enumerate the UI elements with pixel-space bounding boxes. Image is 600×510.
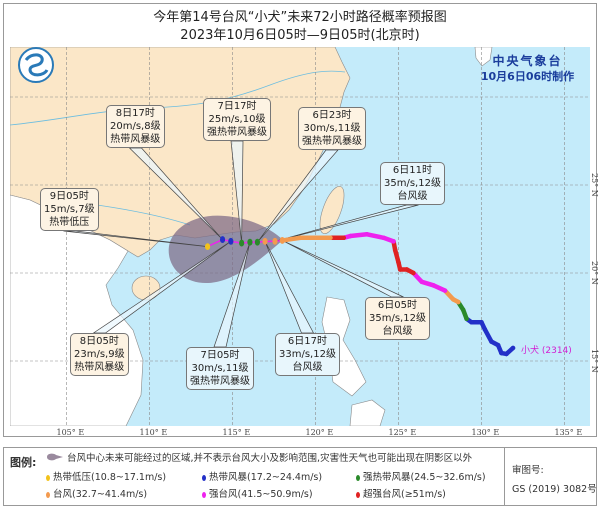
legend-item-ts: 热带风暴(17.2~24.4m/s) [202, 469, 322, 483]
observed-track-point [391, 239, 396, 244]
map-subtitle: 2023年10月6日05时—9日05时(北京时) [180, 28, 420, 43]
legend-item-sts: 强热带风暴(24.5~32.6m/s) [356, 469, 486, 483]
observed-track-point [341, 235, 346, 240]
lon-tick-label: 105° E [56, 428, 85, 437]
lat-tick-label: 15° N [590, 349, 599, 373]
callout-8-17: 8日17时 20m/s,8级 热带风暴级 [106, 105, 165, 148]
review-label: 审图号: [512, 465, 544, 476]
observed-track-segment [348, 232, 370, 239]
agency-logo [18, 47, 54, 83]
intensity-dot-icon [46, 491, 50, 498]
observed-track-point [411, 270, 416, 276]
observed-track-point [482, 327, 488, 332]
forecast-point [219, 236, 226, 243]
forecast-point [247, 238, 253, 246]
cone-swatch-icon [47, 453, 63, 461]
yangtze-river [10, 70, 346, 126]
observed-track-point [431, 283, 436, 288]
legend-item-td: 热带低压(10.8~17.1m/s) [46, 469, 166, 483]
callout-pointer [63, 230, 208, 247]
lon-tick-label: 125° E [388, 428, 417, 437]
lon-tick-label: 135° E [554, 428, 583, 437]
forecast-point [262, 237, 268, 245]
lat-tick-label: 20° N [590, 261, 599, 285]
observed-track-segment [364, 232, 386, 241]
observed-track-point [392, 247, 398, 253]
observed-track-point [348, 233, 353, 239]
observed-track-point [451, 297, 456, 302]
lon-tick-label: 110° E [139, 428, 168, 437]
philippine-islands [349, 399, 386, 426]
observed-track-point [489, 339, 494, 344]
callout-6-05: 6日05时 35m/s,12级 台风级 [365, 297, 430, 340]
intensity-dot-icon [202, 474, 206, 481]
forecast-point [239, 239, 245, 247]
observed-track [280, 232, 516, 357]
lon-tick-label: 120° E [305, 428, 334, 437]
review-number: GS (2019) 3082号 [512, 484, 597, 495]
intensity-dot-icon [46, 474, 50, 481]
callout-6-11: 6日11时 35m/s,12级 台风级 [380, 162, 445, 205]
legend-item-superty: 超强台风(≥51m/s) [356, 486, 446, 500]
callout-9-05: 9日05时 15m/s,7级 热带低压 [40, 188, 99, 231]
lon-tick-label: 115° E [222, 428, 251, 437]
legend-item-ty: 台风(32.7~41.4m/s) [46, 486, 147, 500]
intensity-dot-icon [356, 491, 360, 498]
observed-track-point [442, 288, 448, 293]
callout-7-17: 7日17时 25m/s,10级 强热带风暴级 [203, 98, 271, 141]
observed-track-point [328, 235, 333, 240]
callout-8-05: 8日05时 23m/s,9级 热带风暴级 [70, 333, 129, 376]
observed-track-point [381, 235, 386, 240]
legend-cone: 台风中心未来可能经过的区域,并不表示台风大小及影响范围,灾害性天气也可能出现在阴… [46, 450, 472, 464]
map-title: 今年第14号台风“小犬”未来72小时路径概率预报图 [153, 10, 447, 25]
forecast-point [205, 243, 211, 251]
kyushu-island [474, 47, 493, 67]
observed-track-point [504, 351, 509, 357]
storm-label: 小犬 (2314) [521, 346, 572, 356]
callout-7-05: 7日05时 30m/s,11级 强热带风暴级 [186, 347, 254, 390]
intensity-dot-icon [202, 491, 206, 498]
agency-name: 中央气象台 [492, 54, 563, 68]
observed-track-point [461, 307, 466, 313]
callout-6-23: 6日23时 30m/s,11级 强热带风暴级 [298, 107, 366, 150]
callout-pointer [230, 140, 244, 244]
observed-track-point [456, 299, 461, 305]
forecast-point [272, 237, 278, 245]
observed-track-point [464, 316, 469, 321]
legend: 图例: 台风中心未来可能经过的区域,并不表示台风大小及影响范围,灾害性天气也可能… [3, 447, 597, 506]
forecast-track [205, 236, 285, 251]
legend-label: 图例: [10, 456, 37, 469]
observed-track-point [396, 260, 401, 265]
observed-track-point [495, 342, 501, 348]
forecast-point [228, 237, 234, 245]
callout-6-17: 6日17时 33m/s,12级 台风级 [275, 333, 340, 376]
observed-track-point [419, 279, 424, 284]
observed-track-point [499, 350, 504, 356]
legend-item-sty: 强台风(41.5~50.9m/s) [202, 486, 313, 500]
forecast-point [279, 237, 285, 244]
observed-track-point [298, 235, 303, 240]
intensity-dot-icon [356, 474, 360, 481]
callout-pointer [257, 149, 339, 243]
map-frame [3, 3, 597, 437]
legend-divider [504, 448, 505, 505]
observed-track-segment [482, 327, 494, 344]
taiwan-island [319, 186, 345, 234]
observed-track-point [469, 320, 474, 325]
lon-tick-label: 130° E [471, 428, 500, 437]
lat-tick-label: 25° N [590, 173, 599, 197]
issue-time: 10月6日06时制作 [480, 70, 575, 83]
callout-pointer [128, 147, 223, 240]
observed-track-segment [280, 235, 303, 243]
observed-track-point [364, 232, 370, 237]
observed-track-point [479, 320, 484, 325]
observed-track-point [397, 267, 403, 272]
forecast-point [254, 238, 260, 246]
observed-track-point [510, 345, 516, 351]
callout-pointer [274, 204, 419, 242]
observed-track-point [404, 267, 409, 272]
